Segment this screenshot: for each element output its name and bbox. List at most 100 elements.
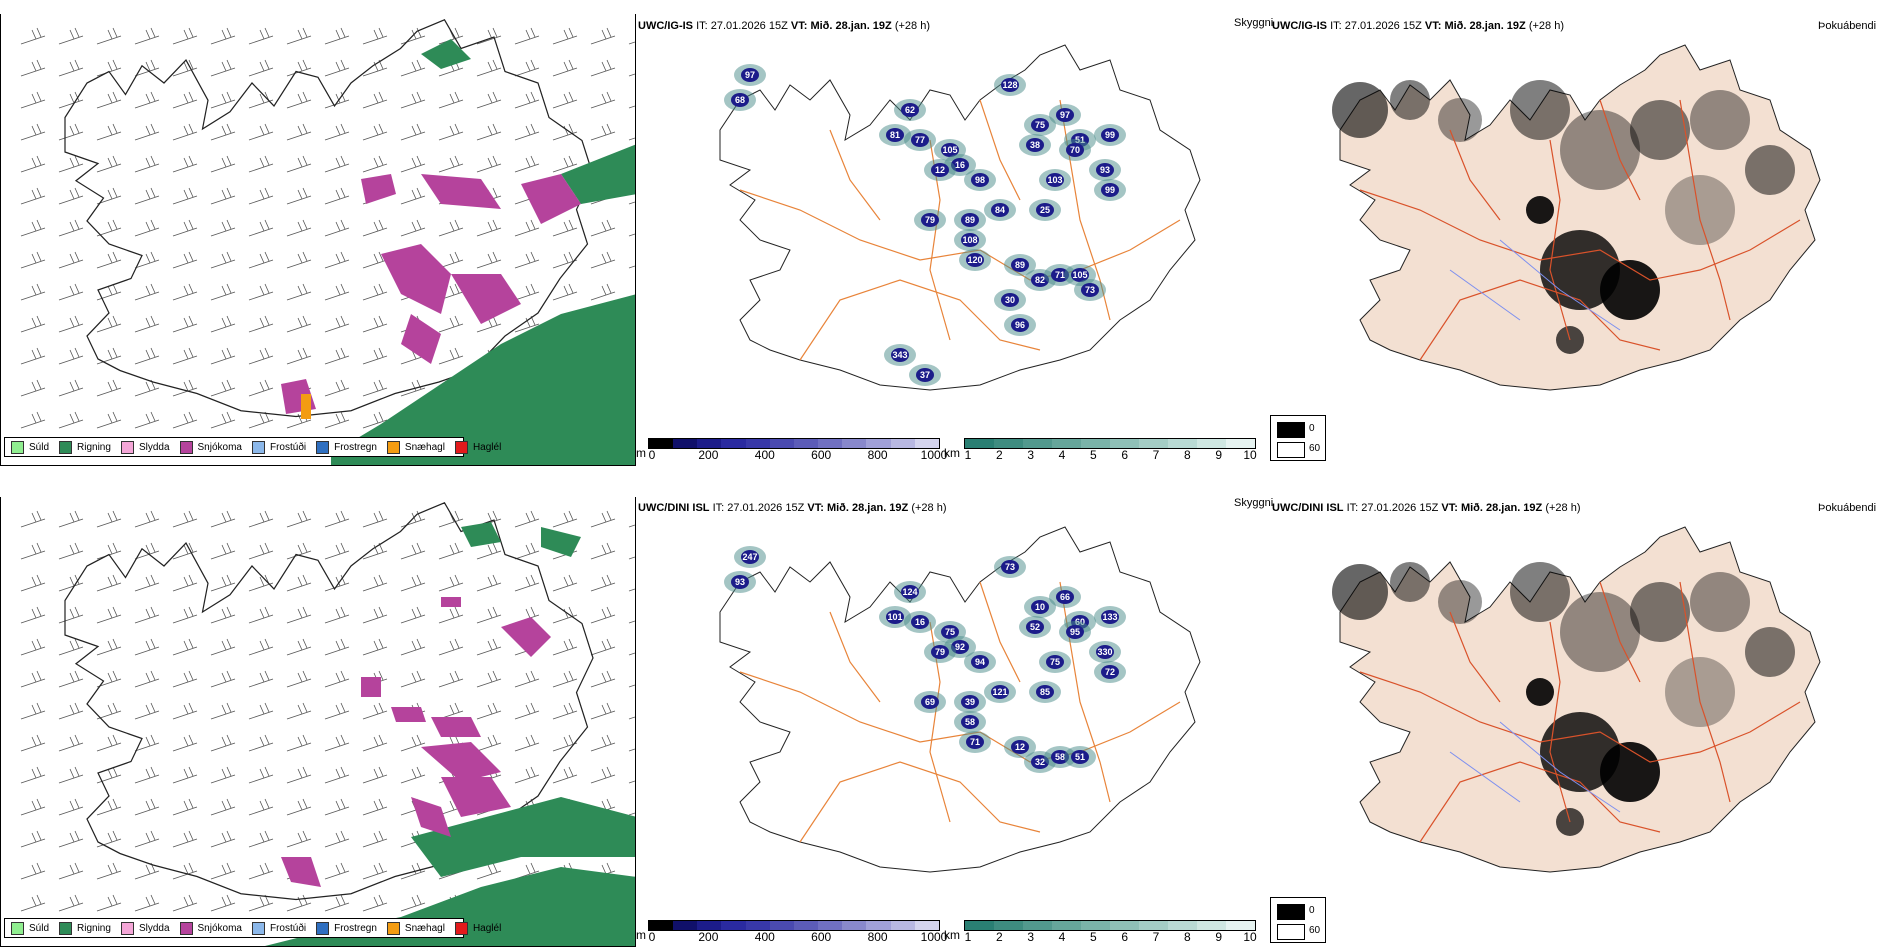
precip-cell: 93 xyxy=(1089,159,1121,181)
cell-label: 51 xyxy=(1075,752,1085,762)
colorbar-segment xyxy=(697,921,722,930)
init-time: 27.01.2026 15Z xyxy=(1344,20,1422,32)
precip-cell: 96 xyxy=(1004,314,1036,336)
colorbar-tick: 7 xyxy=(1152,930,1160,944)
colorbar-segment xyxy=(697,439,722,448)
legend-label: Slydda xyxy=(138,441,170,453)
precip-cell: 37 xyxy=(909,364,941,386)
legend-item: Súld xyxy=(11,921,49,935)
colorbar-segment xyxy=(914,921,939,930)
legend-label: Snæhagl xyxy=(404,441,445,453)
precip-cell: 89 xyxy=(1004,254,1036,276)
cell-label: 93 xyxy=(1100,165,1110,175)
cell-label: 72 xyxy=(1105,667,1115,677)
precip-cell: 71 xyxy=(959,731,991,753)
cell-label: 101 xyxy=(887,612,902,622)
cloud-base-colorbar: m 0 200 400 600 800 1000 xyxy=(636,920,947,944)
cell-label: 121 xyxy=(992,687,1007,697)
cell-label: 95 xyxy=(1070,627,1080,637)
precip-type-map[interactable] xyxy=(0,497,636,947)
model-name: UWC/IG-IS xyxy=(638,20,693,32)
cell-label: 85 xyxy=(1040,687,1050,697)
legend-swatch-7 xyxy=(454,921,468,935)
iceland-outline xyxy=(719,526,1201,873)
colorbar-segment xyxy=(1052,921,1081,930)
visibility-map[interactable]: 2479312410116759279731066526039133953309… xyxy=(680,522,1240,902)
fog-map[interactable] xyxy=(1300,522,1860,902)
cell-label: 108 xyxy=(962,235,977,245)
precip-cell: 133 xyxy=(1094,606,1126,628)
precip-type-map[interactable] xyxy=(0,14,636,466)
colorbar-segment xyxy=(1023,439,1052,448)
colorbar-segment xyxy=(866,921,891,930)
legend-swatch-0 xyxy=(11,440,24,454)
colorbar-tick: 600 xyxy=(811,448,832,462)
init-time: 27.01.2026 15Z xyxy=(1361,502,1439,514)
colorbar-tick: 800 xyxy=(867,930,888,944)
legend-item: Haglél xyxy=(454,921,501,935)
valid-time: Mið. 28.jan. 19Z xyxy=(1460,502,1543,514)
cell-label: 77 xyxy=(915,135,925,145)
colorbar-segment xyxy=(1052,439,1081,448)
legend-swatch-5 xyxy=(316,921,330,935)
legend-swatch-7 xyxy=(454,440,468,454)
precip-cell: 12 xyxy=(1004,736,1036,758)
precip-cells: 9768628177105161212875973851899970939810… xyxy=(724,64,1126,386)
precip-cell: 97 xyxy=(1049,104,1081,126)
snow-areas xyxy=(281,597,551,887)
legend-item: Rigning xyxy=(59,440,111,454)
fog-key-high: 0 xyxy=(1309,905,1315,916)
precip-type-svg xyxy=(20,18,635,465)
precip-cell: 79 xyxy=(914,209,946,231)
colorbar-segment xyxy=(994,921,1023,930)
cell-label: 99 xyxy=(1105,185,1115,195)
cell-label: 68 xyxy=(735,95,745,105)
iceland-outline xyxy=(64,501,594,901)
model-name: UWC/IG-IS xyxy=(1272,20,1327,32)
cell-label: 97 xyxy=(745,70,755,80)
colorbar-tick: 200 xyxy=(698,930,719,944)
colorbar-segment xyxy=(818,439,843,448)
panel-header: UWC/IG-IS IT: 27.01.2026 15Z VT: Mið. 28… xyxy=(1272,20,1564,32)
visibility-map[interactable]: 9768628177105161212875973851899970939810… xyxy=(680,40,1240,420)
precip-type-svg xyxy=(20,501,635,946)
colorbar-segment xyxy=(745,439,770,448)
fog-map[interactable] xyxy=(1300,40,1860,420)
colorbar-segment xyxy=(649,921,674,930)
cell-label: 12 xyxy=(935,165,945,175)
precip-cell: 10 xyxy=(1024,596,1056,618)
colorbar-segment xyxy=(994,439,1023,448)
cell-label: 75 xyxy=(1035,120,1045,130)
fog-key-low: 60 xyxy=(1309,443,1321,454)
precip-cell: 103 xyxy=(1039,169,1071,191)
colorbar-segment xyxy=(1168,921,1197,930)
lead-time: (+28 h) xyxy=(911,502,947,514)
legend-swatch-3 xyxy=(179,921,193,935)
colorbar-tick: 3 xyxy=(1027,448,1034,462)
cell-label: 97 xyxy=(1060,110,1070,120)
vis-unit: km xyxy=(944,446,960,460)
colorbar-segment xyxy=(769,439,794,448)
colorbar-segment xyxy=(1139,439,1168,448)
init-time: 27.01.2026 15Z xyxy=(727,502,805,514)
colorbar-tick: 4 xyxy=(1058,930,1066,944)
legend-item: Frostúði xyxy=(251,921,306,935)
legend-swatch-1 xyxy=(59,921,73,935)
cell-label: 71 xyxy=(1055,270,1065,280)
legend-item: Snæhagl xyxy=(386,440,445,454)
colorbar-tick: 400 xyxy=(754,930,775,944)
colorbar-segment xyxy=(818,921,843,930)
colorbar-tick: 5 xyxy=(1089,930,1097,944)
colorbar-segment xyxy=(965,921,994,930)
rain-areas xyxy=(331,39,635,465)
model-name: UWC/DINI ISL xyxy=(1272,502,1344,514)
precip-cell: 70 xyxy=(1059,139,1091,161)
cell-label: 73 xyxy=(1005,562,1015,572)
legend-item: Snjókoma xyxy=(179,440,242,454)
cell-label: 89 xyxy=(965,215,975,225)
cell-label: 96 xyxy=(1015,320,1025,330)
cell-label: 10 xyxy=(1035,602,1045,612)
fog-key-high: 0 xyxy=(1309,423,1315,434)
legend-swatch-2 xyxy=(120,921,134,935)
precip-cell: 16 xyxy=(904,611,936,633)
